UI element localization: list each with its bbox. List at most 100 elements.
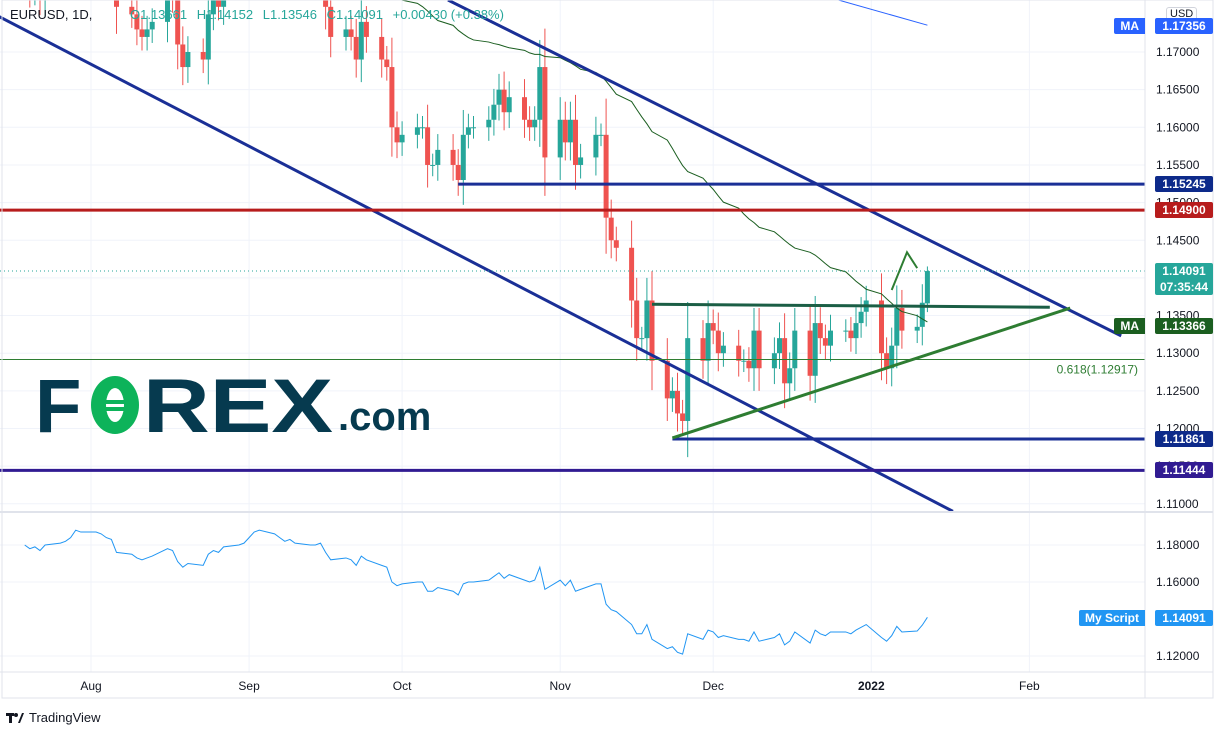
candle	[465, 127, 471, 135]
candle	[175, 0, 181, 45]
candle	[843, 330, 849, 332]
candle	[348, 29, 354, 37]
candle	[165, 0, 170, 22]
candle	[363, 21, 369, 37]
candle	[200, 52, 206, 60]
y-tick-label: 1.11000	[1156, 497, 1199, 511]
chart-legend: EURUSD, 1D, O1.13661 H1.14152 L1.13546 C…	[10, 7, 504, 22]
y-tick-label: 1.15500	[1156, 158, 1200, 172]
ma-price-label: 1.13366	[1155, 318, 1213, 334]
tradingview-branding[interactable]: TradingView	[6, 710, 101, 725]
candle	[491, 104, 497, 120]
open-value: O1.13661	[129, 7, 188, 22]
ma-blue-legend-tag[interactable]: MA	[1114, 18, 1145, 34]
forex-logo-watermark: F REX .com	[35, 364, 435, 449]
neckline-line	[651, 302, 1050, 309]
candle	[379, 36, 385, 60]
candle	[455, 164, 461, 181]
candle	[557, 119, 563, 158]
candle	[542, 67, 548, 158]
candle	[603, 134, 609, 218]
high-value: H1.14152	[196, 7, 254, 22]
candle	[501, 89, 507, 113]
script-y-tick-label: 1.16000	[1156, 575, 1200, 589]
candle	[828, 330, 833, 346]
candle	[720, 345, 726, 354]
script-y-tick-label: 1.18000	[1156, 538, 1200, 552]
candle	[919, 302, 925, 327]
x-tick-label: Sep	[238, 679, 260, 693]
script-y-tick-label: 1.12000	[1156, 649, 1200, 663]
currency-button[interactable]: USD	[1166, 7, 1198, 21]
candle	[853, 323, 859, 339]
candle	[700, 338, 706, 361]
candle	[634, 300, 640, 339]
ma-blue-line	[836, 0, 928, 26]
x-tick-label: Aug	[80, 679, 101, 693]
candle	[567, 119, 573, 143]
chart[interactable]: 0.618(1.12917) 1.17000 1.16500 1.16000 1.15…	[0, 0, 1223, 700]
candle	[343, 29, 349, 37]
y-tick-label: 1.16500	[1156, 83, 1200, 97]
candle	[114, 0, 119, 7]
candle	[807, 330, 813, 376]
close-value: C1.14091	[326, 7, 383, 22]
candle	[425, 127, 431, 165]
candle	[685, 338, 691, 421]
x-tick-label: Oct	[393, 679, 412, 693]
tradingview-label: TradingView	[29, 710, 101, 725]
candle	[532, 119, 538, 128]
candle	[450, 149, 456, 165]
x-tick-label: 2022	[858, 679, 885, 693]
candle	[598, 134, 604, 136]
upper-channel-line	[447, 0, 1122, 338]
candle	[858, 311, 864, 324]
candle	[323, 0, 329, 7]
candle	[522, 97, 527, 120]
price-label-1-11861: 1.11861	[1155, 430, 1213, 447]
candle	[787, 368, 793, 384]
candle	[664, 360, 670, 399]
price-label-1-11444: 1.11444	[1155, 462, 1213, 479]
candle	[394, 127, 400, 143]
candle	[879, 300, 884, 354]
candle	[221, 0, 227, 7]
candle	[680, 413, 686, 421]
lower-channel-line	[0, 15, 954, 511]
candle	[777, 338, 782, 354]
script-line	[24, 529, 928, 655]
candle	[710, 323, 716, 331]
candle	[430, 164, 436, 166]
candle	[593, 134, 599, 158]
candle	[537, 67, 543, 120]
candle	[889, 345, 895, 369]
ma-legend-tag[interactable]: MA	[1114, 318, 1145, 334]
change-value: +0.00430 (+0.38%)	[392, 7, 504, 22]
candle	[573, 119, 578, 165]
script-price-label: 1.14091	[1155, 610, 1213, 626]
candle	[185, 52, 191, 68]
grid	[0, 0, 1145, 672]
candle	[894, 308, 900, 346]
candle	[914, 326, 920, 331]
candle	[353, 36, 359, 60]
candle	[139, 29, 145, 37]
candle	[358, 21, 364, 60]
candle	[812, 323, 818, 376]
symbol-label[interactable]: EURUSD, 1D,	[10, 7, 93, 22]
script-legend-tag[interactable]: My Script	[1078, 610, 1145, 626]
candle	[384, 59, 390, 68]
y-tick-label: 1.17000	[1156, 45, 1200, 59]
candle	[562, 119, 568, 143]
x-tick-label: Dec	[703, 679, 724, 693]
candle	[149, 21, 155, 30]
script-pane[interactable]	[24, 529, 928, 655]
candle	[644, 300, 650, 339]
price-pane[interactable]: 0.618(1.12917)	[0, 0, 1145, 511]
x-tick-label: Nov	[550, 679, 571, 693]
candle	[134, 14, 140, 30]
candle	[924, 271, 930, 304]
candle	[486, 119, 492, 128]
svg-text:REX: REX	[143, 370, 333, 440]
svg-text:.com: .com	[338, 395, 431, 439]
